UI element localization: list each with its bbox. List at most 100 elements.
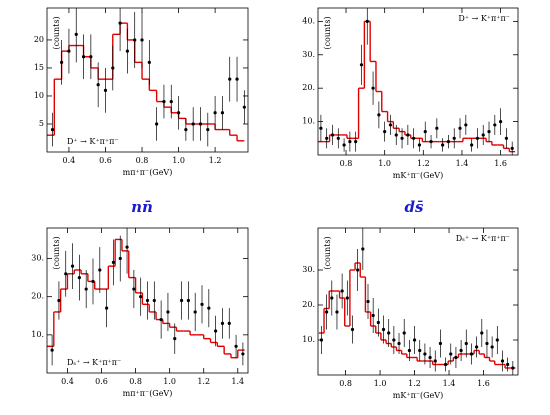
data-point — [485, 341, 489, 346]
data-point — [139, 295, 143, 299]
data-point — [407, 348, 411, 353]
data-point — [428, 355, 432, 360]
y-tick-label: 5 — [39, 119, 44, 128]
y-tick-label: 10. — [31, 330, 44, 339]
annotation: D⁺ → K⁺π⁺π⁻ — [458, 14, 510, 23]
annotation: Dₛ⁺ → K⁺π⁺π⁻ — [456, 234, 510, 243]
data-point — [179, 298, 184, 303]
group-label: nn̄ — [131, 198, 153, 216]
data-point — [193, 310, 197, 314]
data-point — [74, 32, 78, 36]
data-point — [214, 329, 218, 333]
data-point — [480, 331, 484, 335]
data-point — [125, 49, 129, 53]
data-point — [493, 123, 497, 127]
data-point — [145, 298, 150, 303]
data-point — [98, 268, 102, 272]
data-point — [70, 264, 75, 268]
x-tick-label: 1.0 — [163, 377, 176, 386]
data-point — [481, 133, 485, 137]
data-point — [213, 111, 217, 115]
x-tick-label: 1.4 — [443, 379, 456, 388]
y-tick-label: 30. — [302, 50, 315, 59]
x-tick-label: 0.8 — [339, 379, 352, 388]
data-point — [394, 133, 398, 137]
data-point — [132, 287, 136, 291]
data-point — [342, 143, 346, 147]
data-point — [176, 111, 181, 115]
data-point — [459, 348, 463, 353]
data-point — [147, 60, 151, 64]
data-point — [336, 136, 340, 140]
data-point — [105, 306, 109, 310]
plot-frame — [46, 7, 249, 153]
data-point — [81, 55, 86, 59]
y-tick-label: 15 — [34, 63, 44, 72]
data-point — [510, 146, 514, 150]
y-tick-label: 20. — [302, 300, 315, 309]
data-point — [458, 126, 462, 130]
data-point — [345, 296, 349, 300]
x-axis-label: mπ⁺π⁻(GeV) — [123, 389, 173, 398]
data-point — [377, 113, 381, 117]
data-point — [227, 321, 231, 325]
data-point — [235, 77, 239, 81]
data-point — [140, 38, 144, 42]
data-point — [387, 331, 391, 335]
x-tick-label: 0.6 — [95, 377, 108, 386]
data-point — [152, 298, 156, 303]
data-point — [173, 337, 177, 341]
data-point — [504, 136, 509, 140]
data-point — [406, 133, 410, 137]
annotation: D⁺ → K⁺π⁺π⁻ — [67, 137, 119, 146]
data-point — [50, 127, 55, 132]
data-point — [207, 306, 211, 310]
data-point — [325, 136, 329, 140]
data-point — [220, 111, 225, 115]
data-point — [490, 345, 494, 349]
x-tick-label: 1.6 — [477, 379, 490, 388]
y-axis-label: (counts) — [323, 236, 332, 269]
x-axis-label: mK⁺π⁻(GeV) — [393, 171, 443, 180]
data-point — [89, 55, 93, 59]
data-point — [470, 143, 474, 147]
x-axis-label: mK⁺π⁻(GeV) — [393, 391, 443, 400]
data-point — [118, 21, 122, 25]
x-tick-label: 0.4 — [61, 377, 74, 386]
x-tick-label: 0.6 — [99, 156, 112, 165]
data-point — [511, 366, 515, 370]
y-axis-label: (counts) — [52, 16, 61, 49]
data-point — [67, 49, 71, 53]
data-point — [200, 302, 204, 306]
y-tick-label: 10. — [302, 117, 315, 126]
data-point — [423, 130, 427, 134]
y-tick-label: 10 — [34, 91, 44, 100]
group-label: ds̄ — [405, 198, 424, 216]
y-tick-label: 30. — [31, 254, 44, 263]
data-point — [499, 119, 503, 124]
data-point — [487, 130, 491, 134]
x-tick-label: 1.4 — [456, 159, 469, 168]
x-tick-label: 1.4 — [231, 377, 244, 386]
x-tick-label: 0.8 — [136, 156, 149, 165]
data-point — [186, 298, 190, 303]
data-point — [417, 143, 422, 147]
data-point — [433, 359, 437, 363]
x-tick-label: 0.8 — [340, 159, 353, 168]
data-point — [77, 276, 81, 280]
data-point — [443, 362, 448, 367]
data-point — [111, 260, 116, 264]
data-point — [371, 313, 375, 318]
data-point — [475, 345, 479, 349]
data-point — [166, 310, 170, 314]
data-point — [133, 38, 137, 42]
data-point — [435, 126, 439, 130]
data-point — [159, 317, 163, 322]
data-point — [64, 272, 68, 276]
data-point — [125, 245, 129, 249]
plot-frame — [46, 227, 249, 374]
data-point — [118, 256, 122, 261]
data-point — [330, 133, 335, 137]
